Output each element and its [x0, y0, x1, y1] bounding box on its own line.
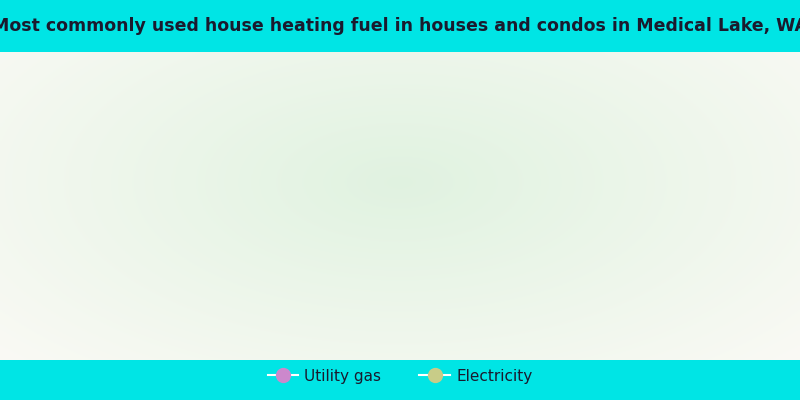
- Text: Most commonly used house heating fuel in houses and condos in Medical Lake, WA: Most commonly used house heating fuel in…: [0, 17, 800, 35]
- Wedge shape: [215, 128, 499, 313]
- Text: City-Data.com: City-Data.com: [550, 61, 634, 74]
- Wedge shape: [463, 156, 585, 313]
- Legend: Utility gas, Electricity: Utility gas, Electricity: [262, 362, 538, 390]
